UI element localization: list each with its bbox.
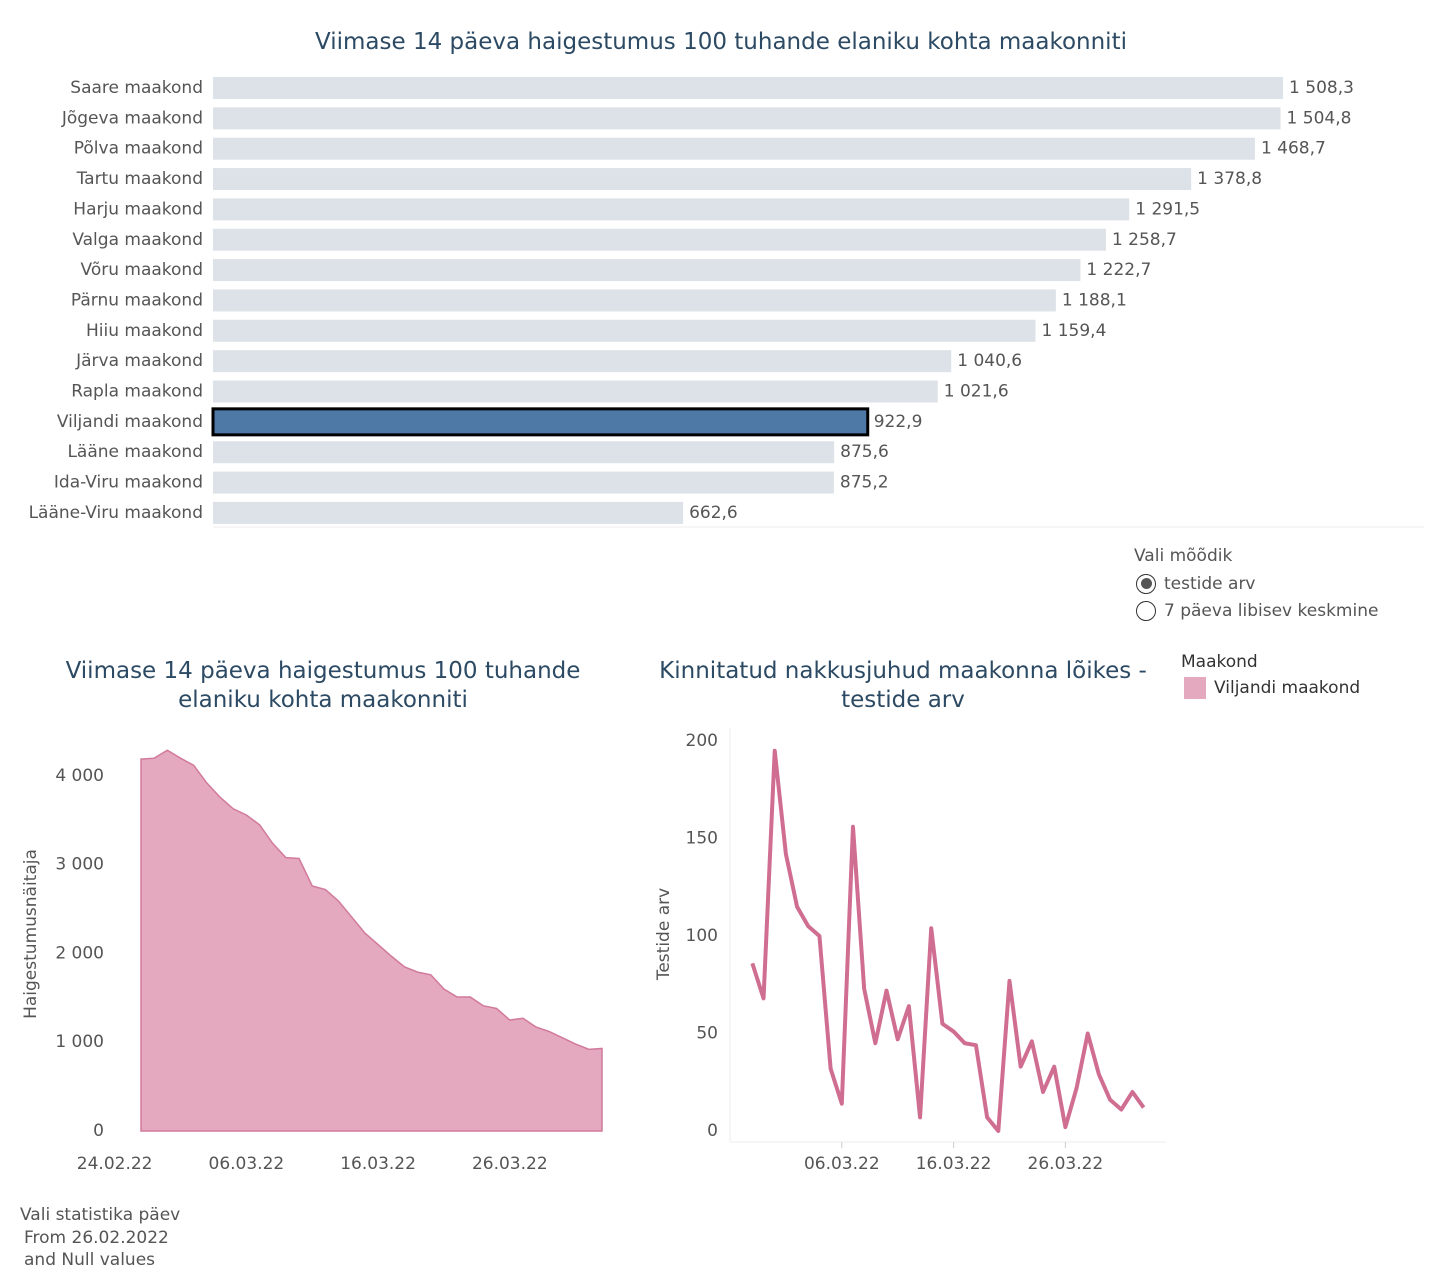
y-tick-label: 150 <box>686 829 718 849</box>
category-label: Hiiu maakond <box>86 321 203 341</box>
x-tick-label: 16.03.22 <box>916 1154 992 1174</box>
radio-label: 7 päeva libisev keskmine <box>1164 600 1379 621</box>
category-label: Rapla maakond <box>71 382 203 402</box>
value-label: 1 468,7 <box>1261 139 1326 159</box>
x-tick-label: 06.03.22 <box>209 1154 285 1174</box>
value-label: 1 291,5 <box>1135 199 1200 219</box>
x-tick-label: 16.03.22 <box>340 1154 416 1174</box>
value-label: 1 504,8 <box>1287 108 1352 128</box>
category-label: Pärnu maakond <box>71 290 203 310</box>
x-tick-label: 26.03.22 <box>1028 1154 1104 1174</box>
y-tick-label: 3 000 <box>55 855 104 875</box>
bar-title: Viimase 14 päeva haigestumus 100 tuhande… <box>315 29 1127 55</box>
x-tick-label: 26.03.22 <box>472 1154 548 1174</box>
y-tick-label: 0 <box>93 1121 104 1141</box>
category-label: Saare maakond <box>70 78 203 98</box>
bar <box>213 168 1192 191</box>
category-label: Tartu maakond <box>76 169 203 189</box>
category-label: Harju maakond <box>73 199 203 219</box>
y-axis-label: Testide arv <box>654 888 674 981</box>
radio-dot <box>1140 578 1152 589</box>
y-tick-label: 4 000 <box>55 766 104 786</box>
category-label: Võru maakond <box>81 260 203 280</box>
value-label: 1 021,6 <box>944 382 1009 402</box>
area <box>140 749 603 1132</box>
selector-label: Vali mõõdik <box>1134 546 1233 566</box>
bar <box>213 259 1081 282</box>
line-title: Kinnitatud nakkusjuhud maakonna lõikes -… <box>659 658 1147 713</box>
legend-swatch <box>1184 677 1206 699</box>
bar <box>213 441 835 464</box>
bar <box>213 350 952 373</box>
filter-line: From 26.02.2022 <box>24 1228 169 1248</box>
category-label: Viljandi maakond <box>57 412 203 432</box>
radio-option[interactable]: 7 päeva libisev keskmine <box>1136 597 1378 624</box>
radio-option[interactable]: testide arv <box>1136 570 1378 597</box>
bar <box>213 471 834 494</box>
legend-label: Viljandi maakond <box>1214 678 1361 698</box>
value-label: 875,2 <box>840 473 889 493</box>
value-label: 1 508,3 <box>1289 78 1354 98</box>
radio-label: testide arv <box>1164 573 1256 594</box>
x-tick-label: 24.02.22 <box>77 1154 153 1174</box>
category-label: Põlva maakond <box>74 139 203 159</box>
area-title: Viimase 14 päeva haigestumus 100 tuhande… <box>65 658 581 713</box>
value-label: 875,6 <box>840 442 889 462</box>
radio-button[interactable] <box>1136 600 1156 621</box>
y-axis-label: Haigestumusnäitaja <box>21 849 41 1019</box>
filter-label: Vali statistika päev <box>20 1205 181 1225</box>
line <box>750 748 1146 1133</box>
bar <box>213 319 1036 342</box>
bar <box>213 137 1255 160</box>
value-label: 922,9 <box>874 412 923 432</box>
y-tick-label: 2 000 <box>55 943 104 963</box>
category-label: Järva maakond <box>75 351 203 371</box>
value-label: 1 159,4 <box>1042 321 1107 341</box>
bar <box>213 380 938 403</box>
category-label: Valga maakond <box>72 230 203 250</box>
bar <box>213 77 1284 99</box>
bar <box>213 198 1130 221</box>
category-label: Ida-Viru maakond <box>54 473 203 493</box>
legend-title: Maakond <box>1181 652 1258 672</box>
value-label: 1 188,1 <box>1062 290 1127 310</box>
bar <box>213 228 1106 251</box>
category-label: Jõgeva maakond <box>61 108 203 128</box>
radio-button[interactable] <box>1136 573 1156 594</box>
bar <box>213 501 684 524</box>
category-label: Lääne maakond <box>67 442 203 462</box>
x-tick-label: 06.03.22 <box>804 1154 880 1174</box>
filter-line: and Null values <box>24 1250 156 1270</box>
y-tick-label: 1 000 <box>55 1032 104 1052</box>
value-label: 662,6 <box>689 503 738 523</box>
y-tick-label: 100 <box>686 926 718 946</box>
bar <box>213 289 1056 312</box>
category-label: Lääne-Viru maakond <box>29 503 203 523</box>
value-label: 1 378,8 <box>1197 169 1262 189</box>
y-tick-label: 0 <box>707 1121 718 1141</box>
bar <box>213 107 1281 130</box>
value-label: 1 258,7 <box>1112 230 1177 250</box>
bar <box>211 407 870 437</box>
y-tick-label: 200 <box>686 731 718 751</box>
value-label: 1 222,7 <box>1086 260 1151 280</box>
radio-group: testide arv 7 päeva libisev keskmine <box>1136 570 1378 624</box>
y-tick-label: 50 <box>696 1024 718 1044</box>
value-label: 1 040,6 <box>957 351 1022 371</box>
